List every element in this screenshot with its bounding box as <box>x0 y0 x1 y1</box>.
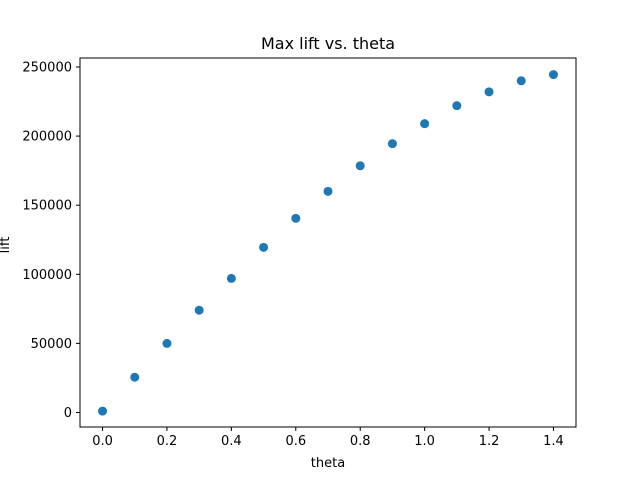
x-tick-label: 0.2 <box>157 434 178 449</box>
data-points <box>98 70 558 416</box>
data-point <box>516 76 526 86</box>
y-axis-label: lift <box>0 237 13 254</box>
data-point <box>452 101 462 111</box>
data-point <box>130 372 140 382</box>
data-point <box>548 70 558 80</box>
x-tick-label: 1.2 <box>479 434 500 449</box>
x-tick-label: 0.6 <box>285 434 306 449</box>
data-point <box>323 186 333 196</box>
data-point <box>420 119 430 129</box>
x-axis-label: theta <box>311 456 345 471</box>
y-tick-label: 50000 <box>31 337 72 352</box>
data-point <box>484 87 494 97</box>
data-point <box>291 213 301 223</box>
data-point <box>259 242 269 252</box>
data-point <box>194 305 204 315</box>
y-tick-label: 250000 <box>22 60 72 75</box>
y-tick-label: 0 <box>64 406 72 421</box>
plot-frame <box>79 57 577 428</box>
chart-title: Max lift vs. theta <box>261 34 395 53</box>
y-tick-label: 100000 <box>22 268 72 283</box>
x-tick-label: 0.8 <box>350 434 371 449</box>
x-tick-label: 1.4 <box>543 434 564 449</box>
data-point <box>355 161 365 171</box>
data-point <box>98 406 108 416</box>
data-point <box>162 338 172 348</box>
y-tick-label: 200000 <box>22 130 72 145</box>
x-tick-label: 0.0 <box>92 434 113 449</box>
data-point <box>387 139 397 149</box>
x-tick-label: 1.0 <box>414 434 435 449</box>
y-tick-label: 150000 <box>22 199 72 214</box>
y-axis: 0 50000 100000 150000 200000 250000 <box>22 60 80 421</box>
data-point <box>226 273 236 283</box>
plot-area <box>79 57 577 428</box>
x-axis: 0.0 0.2 0.4 0.6 0.8 1.0 1.2 1.4 <box>92 427 564 449</box>
x-tick-label: 0.4 <box>221 434 242 449</box>
